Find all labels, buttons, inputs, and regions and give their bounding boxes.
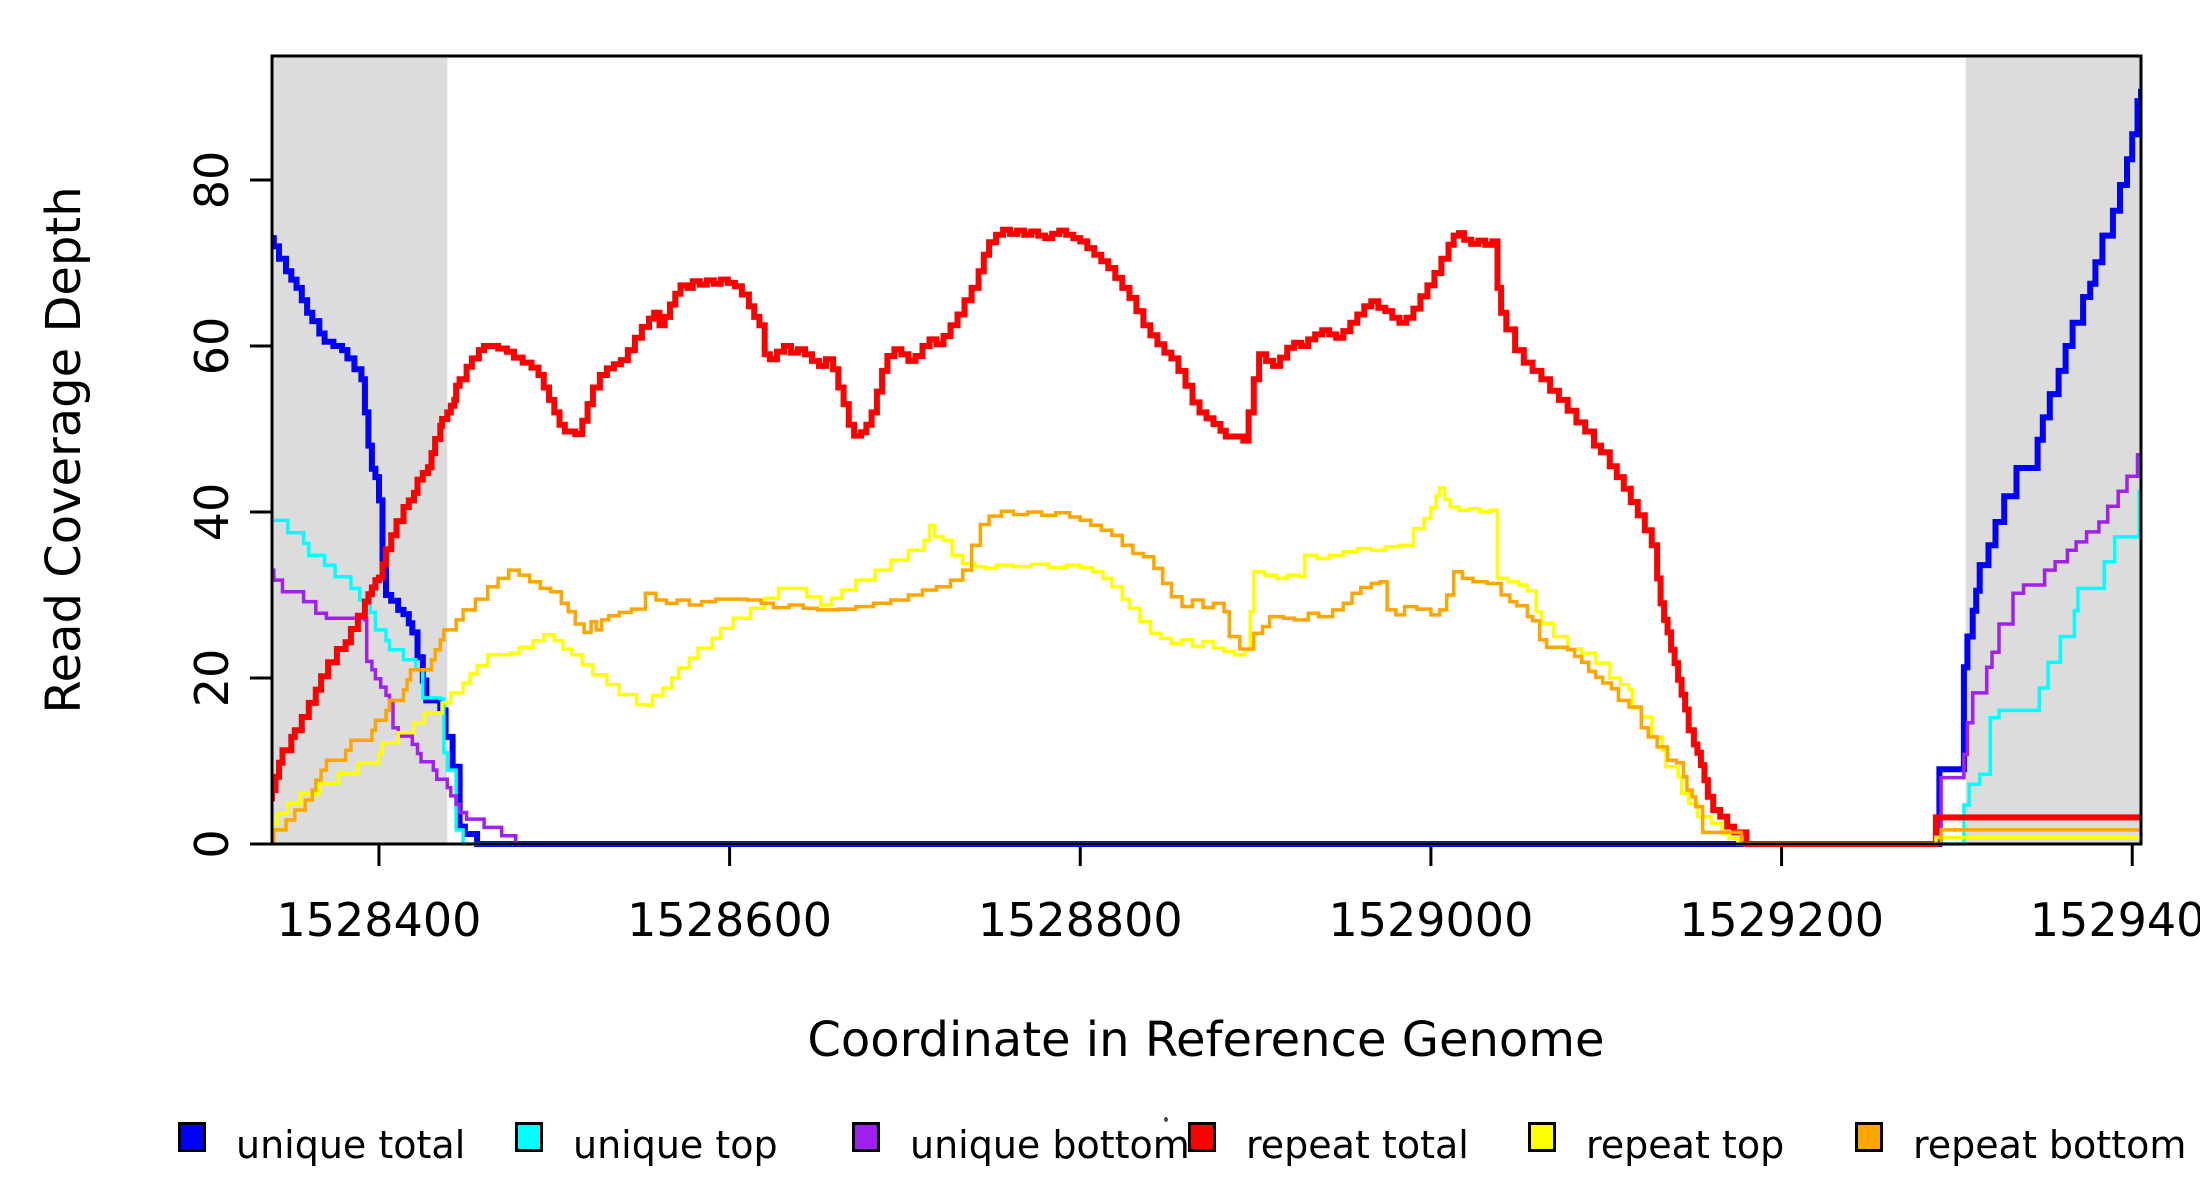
- x-tick-label: 1529000: [1328, 893, 1533, 947]
- x-tick-label: 1528400: [277, 893, 482, 947]
- y-tick-label: 40: [185, 483, 239, 542]
- legend-label: repeat total: [1246, 1123, 1469, 1167]
- y-tick-label: 0: [185, 829, 239, 858]
- y-tick-label: 20: [185, 649, 239, 708]
- shaded-region-right: [1965, 56, 2141, 844]
- y-tick-label: 60: [185, 317, 239, 376]
- y-axis-title: Read Coverage Depth: [36, 186, 92, 714]
- legend-swatch-icon: [1855, 1122, 1883, 1152]
- series-repeat-total: [272, 226, 2141, 847]
- plot-border: [270, 54, 2143, 846]
- legend-label: repeat bottom: [1913, 1123, 2187, 1167]
- series-unique-top: [272, 489, 2141, 846]
- legend: unique total unique top unique bottom repea…: [0, 0, 2200, 1167]
- series-repeat-bottom: [272, 509, 2141, 846]
- legend-label: unique bottom: [910, 1123, 1190, 1167]
- legend-label: unique total: [236, 1123, 466, 1167]
- series-unique-total: [272, 88, 2141, 847]
- x-axis-title: Coordinate in Reference Genome: [807, 1012, 1605, 1068]
- legend-swatch-icon: [515, 1122, 543, 1152]
- legend-label: repeat top: [1586, 1123, 1785, 1167]
- series-unique-bottom: [272, 452, 2141, 846]
- legend-label: unique top: [573, 1123, 778, 1167]
- shaded-region-left: [272, 56, 448, 844]
- legend-swatch-icon: [1528, 1122, 1556, 1152]
- x-tick-label: 1528600: [627, 893, 832, 947]
- x-tick-label: 1528800: [978, 893, 1183, 947]
- stray-dot: [1164, 1117, 1168, 1122]
- x-tick-label: 1529200: [1679, 893, 1884, 947]
- series-repeat-top: [272, 486, 2141, 846]
- y-tick-label: 80: [185, 151, 239, 210]
- legend-swatch-icon: [852, 1122, 880, 1152]
- legend-swatch-icon: [178, 1122, 206, 1152]
- legend-swatch-icon: [1188, 1122, 1216, 1152]
